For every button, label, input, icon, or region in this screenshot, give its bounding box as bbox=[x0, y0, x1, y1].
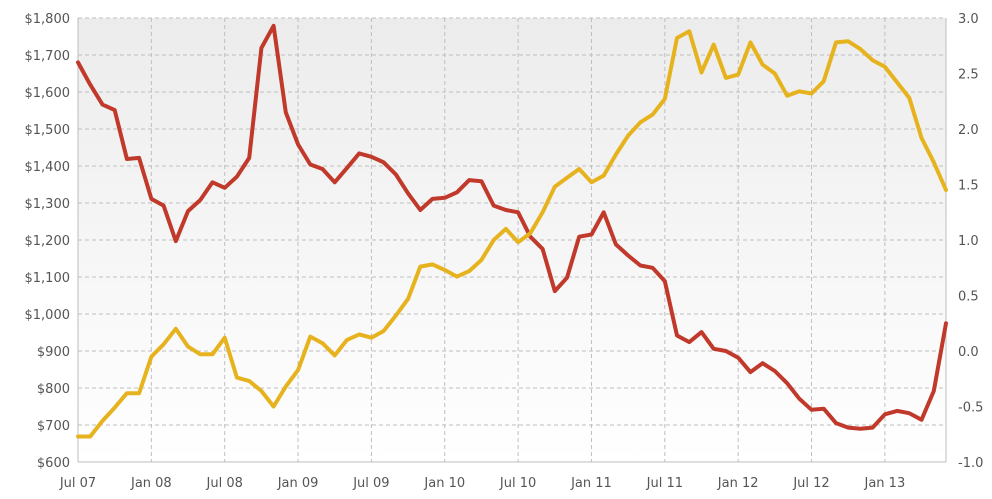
x-tick-label: Jan 08 bbox=[130, 476, 172, 491]
right-tick-label: 3.0 bbox=[958, 12, 979, 27]
left-tick-label: $1,700 bbox=[25, 49, 71, 64]
left-axis-ticks: $600 $700 $800 $900 $1,000 $1,100 $1,200 $1,300… bbox=[25, 12, 71, 471]
right-tick-label: 2.0 bbox=[958, 123, 979, 138]
left-tick-label: $1,600 bbox=[25, 86, 71, 101]
x-tick-label: Jul 08 bbox=[206, 476, 243, 491]
left-tick-label: $600 bbox=[37, 456, 70, 471]
right-tick-label: 1.5 bbox=[958, 179, 979, 194]
right-tick-label: -0.5 bbox=[958, 401, 983, 416]
left-tick-label: $900 bbox=[37, 345, 70, 360]
x-tick-label: Jul 07 bbox=[59, 476, 96, 491]
left-tick-label: $700 bbox=[37, 419, 70, 434]
x-axis-ticks: Jul 07 Jan 08 Jul 08 Jan 09 Jul 09 Jan 10 Jul … bbox=[59, 476, 905, 491]
x-tick-label: Jul 09 bbox=[352, 476, 389, 491]
series-layer bbox=[76, 23, 948, 439]
right-axis-ticks: -1.0 -0.5 0.0 0.5 1.0 1.5 2.0 2.5 3.0 bbox=[958, 12, 983, 471]
x-tick-label: Jul 11 bbox=[646, 476, 683, 491]
left-tick-label: $1,200 bbox=[25, 234, 71, 249]
x-tick-label: Jan 11 bbox=[570, 476, 612, 491]
left-tick-label: $1,800 bbox=[25, 12, 71, 27]
x-tick-label: Jan 09 bbox=[277, 476, 319, 491]
x-tick-label: Jul 12 bbox=[792, 476, 829, 491]
series-line-1 bbox=[76, 23, 948, 431]
right-tick-label: -1.0 bbox=[958, 456, 983, 471]
right-tick-label: 2.5 bbox=[958, 68, 979, 83]
left-tick-label: $1,400 bbox=[25, 160, 71, 175]
x-tick-label: Jan 10 bbox=[423, 476, 465, 491]
series-line-2 bbox=[76, 29, 948, 439]
right-tick-label: 0.0 bbox=[958, 345, 979, 360]
right-tick-label: 1.0 bbox=[958, 234, 979, 249]
x-tick-label: Jul 10 bbox=[499, 476, 536, 491]
right-tick-label: 0.5 bbox=[958, 290, 979, 305]
left-tick-label: $1,500 bbox=[25, 123, 71, 138]
left-tick-label: $1,300 bbox=[25, 197, 71, 212]
x-tick-label: Jan 12 bbox=[717, 476, 759, 491]
left-tick-label: $1,000 bbox=[25, 308, 71, 323]
left-tick-label: $800 bbox=[37, 382, 70, 397]
left-tick-label: $1,100 bbox=[25, 271, 71, 286]
x-tick-label: Jan 13 bbox=[864, 476, 906, 491]
